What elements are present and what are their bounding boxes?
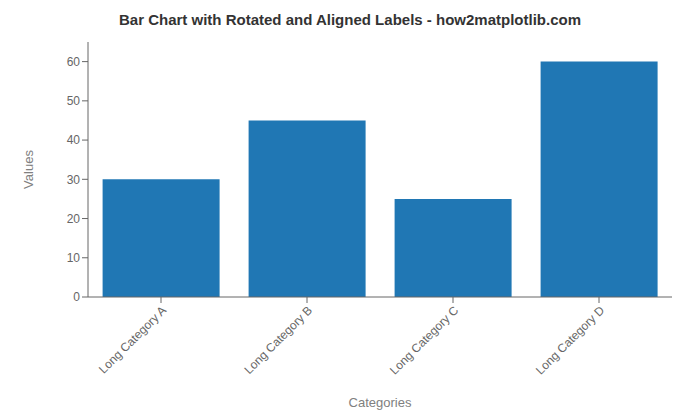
svg-text:Long Category A: Long Category A <box>96 303 169 376</box>
svg-text:10: 10 <box>67 251 81 265</box>
svg-text:Long Category C: Long Category C <box>387 303 461 377</box>
svg-text:Categories: Categories <box>349 395 412 410</box>
svg-text:0: 0 <box>73 290 80 304</box>
html-text:Bar Chart with Rotated and Ali: Bar Chart with Rotated and Aligned Label… <box>119 11 581 28</box>
svg-text:Long Category B: Long Category B <box>242 303 316 377</box>
svg-text:20: 20 <box>67 212 81 226</box>
svg-text:50: 50 <box>67 94 81 108</box>
svg-text:60: 60 <box>67 55 81 69</box>
svg-text:Long Category D: Long Category D <box>533 303 607 377</box>
svg-text:30: 30 <box>67 173 81 187</box>
svg-text:Values: Values <box>21 150 36 189</box>
svg-text:40: 40 <box>67 133 81 147</box>
